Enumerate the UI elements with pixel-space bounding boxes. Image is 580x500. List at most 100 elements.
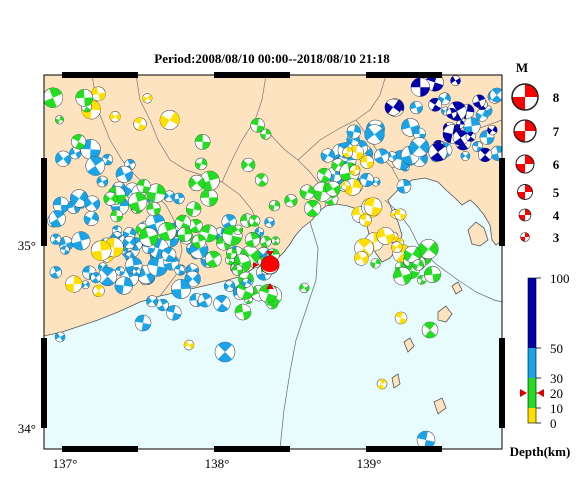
focal-mechanism (55, 115, 64, 125)
focal-mechanism (131, 267, 141, 276)
mag-label-4: 4 (553, 208, 560, 223)
focal-mechanism (299, 184, 315, 200)
focal-mechanism (354, 251, 369, 266)
focal-mechanism (490, 145, 502, 161)
focal-mechanism (254, 173, 269, 187)
focal-mechanism (147, 256, 168, 277)
focal-mechanism (424, 266, 441, 283)
focal-mechanism (465, 131, 476, 142)
lon-tick-139: 139° (357, 456, 382, 471)
focal-mechanism (452, 129, 469, 146)
focal-mechanism (174, 264, 185, 276)
focal-mechanism (416, 275, 427, 285)
focal-mechanism (376, 227, 395, 245)
focal-mechanism (384, 98, 402, 116)
focal-mechanism (183, 339, 195, 351)
focal-mechanism (65, 275, 83, 293)
focal-mechanisms (44, 75, 502, 449)
focal-mechanism (109, 111, 121, 123)
focal-mechanism (194, 134, 211, 150)
depth-colorbar: 100 50 30 20 10 0 Depth(km) (510, 271, 571, 459)
focal-mechanism (370, 258, 381, 269)
focal-mechanism (271, 236, 281, 246)
depth-tick-10: 10 (550, 401, 563, 416)
mag-symbol-6 (515, 154, 535, 174)
focal-mechanism (136, 179, 151, 194)
focal-mechanism (85, 156, 106, 176)
focal-mechanism (391, 241, 403, 253)
mag-label-3: 3 (553, 230, 560, 245)
focal-mechanism (376, 378, 388, 390)
focal-mechanism (475, 108, 489, 122)
focal-mechanism (234, 303, 252, 321)
event-marker-top (266, 251, 274, 257)
focal-mechanism (90, 272, 102, 284)
focal-mechanism (69, 147, 82, 160)
focal-mechanism (75, 88, 94, 107)
focal-mechanism (54, 331, 66, 343)
focal-mechanism (49, 266, 62, 279)
focal-mechanism (460, 151, 471, 161)
depth-tick-50: 50 (550, 341, 563, 356)
mag-symbol-7 (513, 119, 537, 143)
land-miura (467, 221, 489, 247)
focal-mechanism (231, 264, 244, 276)
focal-mechanism (349, 145, 365, 160)
focal-mechanism (115, 165, 133, 183)
map-title: Period:2008/08/10 00:00--2018/08/10 21:1… (154, 51, 390, 66)
map-border-ticks (41, 72, 505, 452)
focal-mechanism (157, 222, 177, 241)
focal-mechanism (84, 195, 101, 212)
focal-mechanism (98, 266, 118, 287)
focal-mechanism (204, 250, 222, 268)
lon-tick-137: 137° (53, 456, 78, 471)
focal-mechanism (96, 175, 109, 188)
focal-mechanism (139, 227, 159, 247)
focal-mechanism (55, 150, 72, 167)
focal-mechanism (268, 199, 281, 212)
focal-mechanism (128, 192, 148, 212)
focal-mechanism (199, 224, 218, 243)
depth-tick-20: 20 (550, 386, 563, 401)
focal-mechanism (342, 146, 354, 158)
depth-tick-100: 100 (550, 271, 570, 286)
focal-mechanism (81, 280, 90, 290)
izu-islands (391, 281, 463, 415)
focal-mechanism (396, 178, 412, 194)
focal-mechanism (142, 93, 153, 104)
mag-symbol-3 (520, 232, 530, 242)
focal-mechanism (166, 305, 182, 321)
focal-mechanism (188, 174, 205, 192)
focal-mechanism (232, 224, 244, 235)
focal-mechanism (450, 75, 461, 86)
focal-mechanism (363, 197, 383, 216)
mag-label-8: 8 (553, 90, 560, 105)
focal-mechanism (134, 314, 152, 332)
focal-mechanism (44, 87, 64, 108)
focal-mechanism (114, 276, 133, 295)
focal-mechanism (393, 266, 412, 286)
depth-band-10-30 (528, 378, 536, 408)
focal-mechanism (91, 86, 106, 102)
focal-mechanism (159, 110, 180, 130)
focal-mechanism (226, 247, 237, 259)
focal-mechanism (487, 124, 498, 136)
focal-mechanism (197, 293, 213, 308)
focal-mechanism (200, 188, 219, 207)
mag-symbol-4 (518, 208, 532, 222)
focal-mechanism (304, 199, 322, 217)
depth-band-30-50 (528, 348, 536, 378)
focal-mechanism (418, 239, 439, 260)
focal-mechanism (260, 128, 272, 140)
focal-mechanism (50, 233, 62, 245)
depth-tick-0: 0 (550, 416, 557, 431)
focal-mechanism (71, 231, 91, 251)
focal-mechanism (48, 210, 66, 228)
focal-mechanism (122, 235, 136, 250)
focal-mechanism (358, 213, 372, 227)
mag-label-5: 5 (553, 185, 560, 200)
focal-mechanism (191, 234, 207, 249)
focal-mechanism (316, 167, 332, 183)
focal-mechanism (161, 247, 177, 262)
focal-mechanism (403, 245, 421, 263)
